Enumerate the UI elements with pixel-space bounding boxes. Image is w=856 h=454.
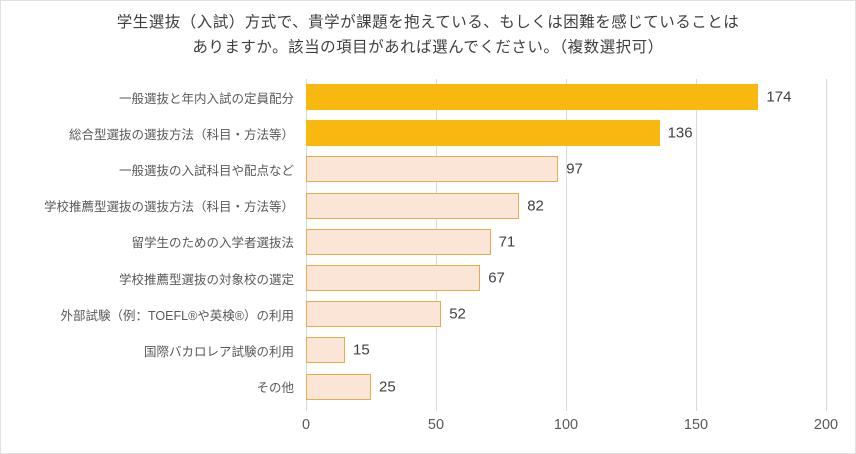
category-label: 留学生のための入学者選抜法: [131, 236, 294, 251]
bar-row: その他 25: [1, 369, 855, 405]
bar-row: 国際バカロレア試験の利用 15: [1, 332, 855, 368]
bar-row: 留学生のための入学者選抜法 71: [1, 224, 855, 260]
bar-row: 外部試験（例：TOEFL®や英検®）の利用 52: [1, 296, 855, 332]
bar-value-label: 25: [379, 378, 396, 396]
category-label: 一般選抜と年内入試の定員配分: [118, 91, 294, 106]
x-tick-label: 0: [301, 417, 311, 433]
bar: [306, 228, 491, 255]
bar-track: 82: [306, 192, 826, 219]
category-label: 一般選抜の入試科目や配点など: [118, 163, 294, 178]
chart-title-line-1: 学生選抜（入試）方式で、貴学が課題を抱えている、もしくは困難を感じていることは: [116, 14, 740, 31]
bar-track: 71: [306, 228, 826, 255]
bar-value-label: 97: [566, 160, 583, 178]
bar-value-label: 136: [667, 124, 693, 142]
bar: [306, 337, 345, 364]
x-axis: 0 50 100 150 200: [302, 417, 838, 441]
bar: [306, 156, 559, 183]
bar-value-label: 67: [488, 269, 505, 287]
category-label: 国際バカロレア試験の利用: [143, 344, 294, 359]
bar: [306, 192, 520, 219]
category-label: その他: [256, 381, 294, 396]
gridline: [825, 79, 827, 411]
bar-track: 52: [306, 301, 826, 328]
bar-value-label: 82: [527, 197, 544, 215]
bar-row: 学校推薦型選抜の選抜方法（科目・方法等） 82: [1, 188, 855, 224]
gridline: [565, 79, 567, 411]
bar-row: 総合型選抜の選抜方法（科目・方法等） 136: [1, 115, 855, 151]
bar-track: 15: [306, 337, 826, 364]
bar-track: 97: [306, 156, 826, 183]
bar-row: 学校推薦型選抜の対象校の選定 67: [1, 260, 855, 296]
bar-row: 一般選抜の入試科目や配点など 97: [1, 151, 855, 187]
bar-track: 174: [306, 84, 826, 111]
x-tick-label: 50: [427, 417, 445, 433]
plot-area: 一般選抜と年内入試の定員配分 174 総合型選抜の選抜方法（科目・方法等） 136 一般…: [1, 79, 855, 411]
gridline: [695, 79, 697, 411]
bar-track: 136: [306, 120, 826, 147]
category-label: 学校推薦型選抜の対象校の選定: [118, 272, 294, 287]
category-label: 学校推薦型選抜の選抜方法（科目・方法等）: [43, 200, 294, 215]
x-tick-label: 150: [683, 417, 709, 433]
bar-rows: 一般選抜と年内入試の定員配分 174 総合型選抜の選抜方法（科目・方法等） 136 一般…: [1, 79, 855, 405]
bar-track: 25: [306, 373, 826, 400]
chart-title: 学生選抜（入試）方式で、貴学が課題を抱えている、もしくは困難を感じていることは …: [1, 1, 855, 60]
bar-value-label: 71: [498, 233, 516, 251]
bar-track: 67: [306, 265, 826, 292]
x-tick-label: 100: [553, 417, 579, 433]
category-label: 総合型選抜の選抜方法（科目・方法等）: [68, 127, 294, 142]
bar-value-label: 15: [353, 341, 370, 359]
chart-title-line-2: ありますか。該当の項目があれば選んでください。（複数選択可）: [192, 39, 664, 56]
bar: [306, 373, 371, 400]
bar-highlighted: [306, 120, 660, 147]
x-tick-label: 200: [813, 417, 839, 433]
bar: [306, 265, 481, 292]
bar: [306, 301, 442, 328]
bar-value-label: 52: [449, 305, 466, 323]
bar-value-label: 174: [766, 88, 792, 106]
bar-row: 一般選抜と年内入試の定員配分 174: [1, 79, 855, 115]
bar-highlighted: [306, 84, 759, 111]
category-label: 外部試験（例：TOEFL®や英検®）の利用: [60, 308, 294, 323]
